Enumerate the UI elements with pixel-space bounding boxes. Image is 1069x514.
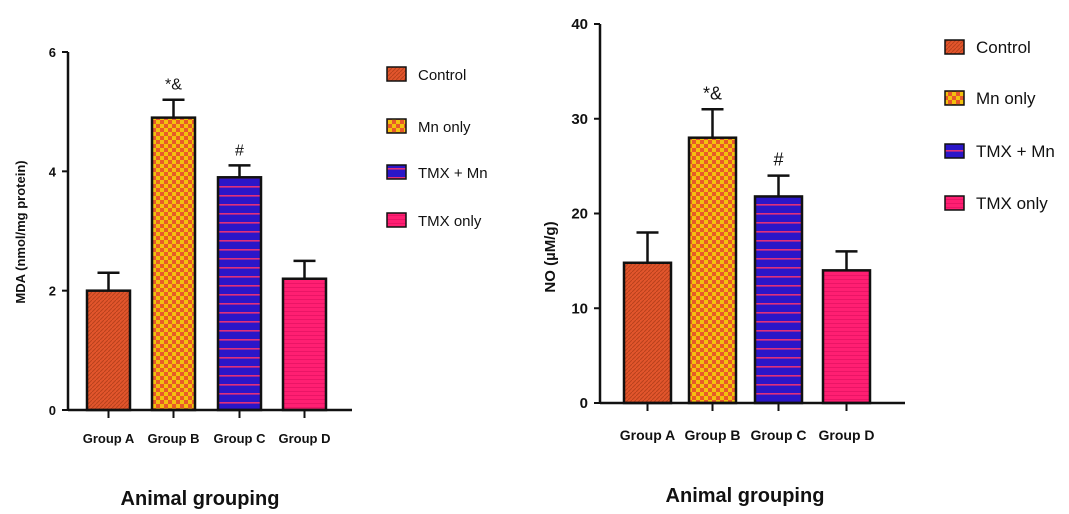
y-tick-labels: 0 2 4 6: [49, 45, 57, 418]
bar-mn-only: [150, 116, 197, 412]
legend-label-tmx-mn: TMX + Mn: [418, 165, 488, 182]
y-tick-label: 2: [49, 284, 56, 299]
bar-control: [622, 261, 673, 405]
tmx-mn-swatch: [386, 164, 407, 180]
y-tick-label: 40: [571, 16, 588, 33]
legend-label-tmx-only: TMX only: [418, 213, 482, 230]
x-axis-label: Animal grouping: [121, 488, 280, 510]
x-tick-label: Group B: [148, 431, 200, 446]
bars: *& #: [622, 83, 872, 405]
bar-tmx-only: [281, 277, 328, 412]
legend-label-tmx-only: TMX only: [976, 194, 1048, 213]
x-tick-label: Group D: [819, 427, 875, 443]
x-tick-labels: Group A Group B Group C Group D: [83, 431, 331, 446]
legend: Control Mn only TMX + Mn TMX only: [386, 66, 488, 230]
control-swatch: [944, 39, 965, 55]
mn-only-swatch: [386, 118, 407, 134]
y-tick-labels: 0 10 20 30 40: [571, 16, 588, 412]
y-tick-label: 4: [49, 164, 57, 179]
significance-label: #: [773, 150, 783, 170]
y-tick-label: 20: [571, 206, 588, 223]
significance-label: *&: [703, 83, 722, 103]
bar-control: [85, 289, 132, 412]
y-tick-label: 0: [49, 403, 56, 418]
x-axis-label: Animal grouping: [666, 485, 825, 507]
mn-only-swatch: [944, 90, 965, 106]
tmx-only-swatch: [386, 212, 407, 228]
legend-label-mn-only: Mn only: [418, 119, 471, 136]
y-tick-label: 6: [49, 45, 56, 60]
significance-label: *&: [165, 77, 182, 94]
y-tick-label: 10: [571, 300, 588, 317]
bar-tmx-mn: [753, 195, 804, 405]
y-axis-label: MDA (nmol/mg protein): [13, 160, 28, 303]
x-tick-label: Group A: [83, 431, 135, 446]
x-tick-label: Group C: [214, 431, 267, 446]
significance-label: #: [235, 142, 244, 159]
bar-tmx-only: [821, 269, 872, 405]
bar-tmx-mn: [216, 176, 263, 412]
y-tick-label: 30: [571, 111, 588, 128]
control-swatch: [386, 66, 407, 82]
bar-mn-only: [687, 136, 738, 405]
legend-label-tmx-mn: TMX + Mn: [976, 142, 1055, 161]
tmx-mn-swatch: [944, 143, 965, 159]
x-tick-label: Group B: [685, 427, 741, 443]
bars: *& #: [85, 77, 328, 412]
tmx-only-swatch: [944, 195, 965, 211]
x-tick-label: Group C: [751, 427, 807, 443]
x-tick-label: Group D: [279, 431, 331, 446]
x-tick-labels: Group A Group B Group C Group D: [620, 427, 875, 443]
legend-label-control: Control: [976, 38, 1031, 57]
x-tick-label: Group A: [620, 427, 675, 443]
axes: [62, 51, 352, 418]
y-axis-label: NO (µM/g): [542, 221, 559, 292]
legend: Control Mn only TMX + Mn TMX only: [944, 38, 1055, 213]
y-tick-label: 0: [580, 395, 588, 412]
legend-label-control: Control: [418, 67, 466, 84]
legend-label-mn-only: Mn only: [976, 89, 1036, 108]
axes: [594, 23, 905, 411]
